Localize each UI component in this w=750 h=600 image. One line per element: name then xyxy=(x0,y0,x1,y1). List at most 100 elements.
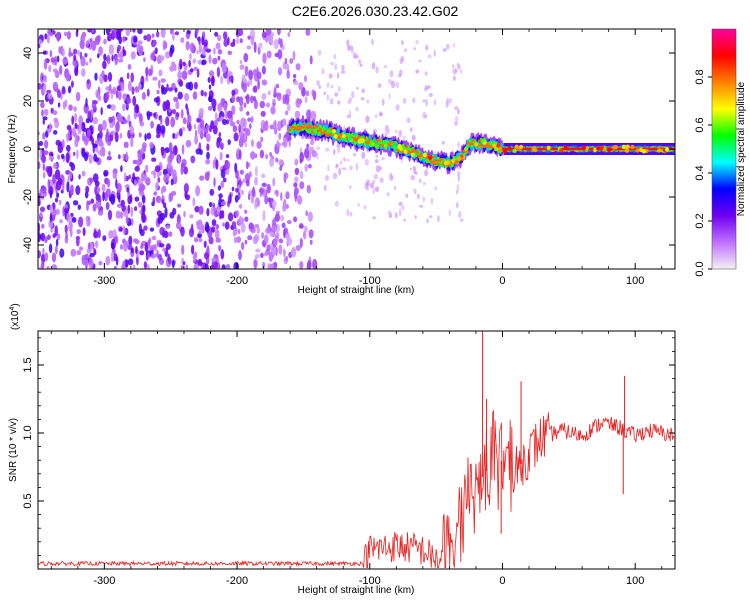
spectrogram-noise-blob xyxy=(79,246,83,251)
spectrogram-noise-blob xyxy=(113,265,117,269)
spectrogram-ridge-peak xyxy=(641,149,646,154)
spectrogram-noise-blob xyxy=(50,227,53,233)
spectrogram-noise-blob xyxy=(170,178,174,186)
spectrogram-noise-blob xyxy=(140,147,145,155)
spectrogram-noise-blob xyxy=(277,120,282,131)
spectrogram-ridge-cell xyxy=(318,124,322,130)
spectrogram-faint-blob xyxy=(454,106,459,111)
spectrogram-noise-blob xyxy=(73,106,77,112)
x-tick-label: -100 xyxy=(359,275,381,287)
spectrogram-noise-blob xyxy=(232,228,236,237)
spectrogram-faint-blob xyxy=(338,167,342,176)
spectrogram-noise-blob xyxy=(231,89,236,96)
spectrogram-noise-blob xyxy=(78,174,81,180)
spectrogram-noise-blob xyxy=(237,184,241,195)
spectrogram-noise-blob xyxy=(199,175,205,181)
spectrogram-faint-blob xyxy=(388,93,391,100)
spectrogram-noise-blob xyxy=(100,107,103,116)
x-tick-label: -300 xyxy=(93,575,115,587)
spectrogram-noise-blob xyxy=(121,205,126,212)
spectrogram-noise-blob xyxy=(174,31,180,36)
spectrogram-noise-blob xyxy=(130,51,136,60)
spectrogram-noise-blob xyxy=(49,204,54,214)
spectrogram-noise-blob xyxy=(256,227,261,234)
spectrogram-noise-blob xyxy=(61,86,66,95)
spectrogram-noise-blob xyxy=(176,154,181,159)
spectrogram-noise-blob xyxy=(134,104,140,114)
spectrogram-noise-blob xyxy=(197,233,202,239)
spectrogram-noise-blob xyxy=(151,235,157,241)
spectrogram-noise-blob xyxy=(247,193,251,201)
spectrogram-noise-blob xyxy=(171,169,177,178)
spectrogram-noise-blob xyxy=(156,134,161,139)
spectrogram-noise-blob xyxy=(112,86,117,95)
spectrogram-noise-blob xyxy=(189,68,194,73)
spectrogram-faint-blob xyxy=(371,179,376,184)
spectrogram-noise-blob xyxy=(93,249,97,256)
spectrogram-noise-blob xyxy=(213,177,216,188)
snr-panel: -300 -200 -100 0 100 0.5 1.0 1.5 Height of str… xyxy=(8,303,676,596)
spectrogram-noise-blob xyxy=(309,140,315,146)
spectrogram-noise-blob xyxy=(141,195,146,204)
spectrogram-noise-blob xyxy=(147,68,153,77)
spectrogram-noise-blob xyxy=(232,38,236,44)
spectrogram-noise-blob xyxy=(186,107,189,115)
spectrogram-noise-blob xyxy=(268,231,275,237)
spectrogram-noise-blob xyxy=(249,123,252,130)
spectrogram-noise-blob xyxy=(199,119,205,129)
spectrogram-faint-blob xyxy=(356,86,359,90)
spectrogram-noise-blob xyxy=(279,165,283,171)
spectrogram-noise-blob xyxy=(256,141,262,149)
spectrogram-noise-blob xyxy=(76,149,79,159)
spectrogram-noise-blob xyxy=(292,50,296,61)
spectrogram-noise-blob xyxy=(237,29,244,37)
spectrogram-faint-blob xyxy=(410,175,415,181)
spectrogram-x-ticks: -300 -200 -100 0 100 xyxy=(50,29,663,287)
spectrogram-noise-blob xyxy=(54,197,59,203)
spectrogram-noise-blob xyxy=(272,120,276,131)
spectrogram-faint-blob xyxy=(453,75,456,81)
spectrogram-noise-blob xyxy=(74,112,78,123)
spectrogram-ridge-peak xyxy=(457,156,462,161)
spectrogram-noise-blob xyxy=(90,198,95,204)
spectrogram-faint-blob xyxy=(390,80,396,89)
spectrogram-noise-blob xyxy=(116,182,122,193)
spectrogram-noise-blob xyxy=(262,261,266,269)
spectrogram-ridge-peak xyxy=(391,142,396,147)
spectrogram-noise-blob xyxy=(270,32,274,37)
spectrogram-noise-blob xyxy=(62,100,66,110)
spectrogram-noise-blob xyxy=(226,119,229,125)
spectrogram-faint-blob xyxy=(387,210,392,216)
spectrogram-faint-blob xyxy=(332,172,338,180)
spectrogram-faint-blob xyxy=(425,99,429,107)
spectrogram-noise-blob xyxy=(136,159,141,168)
snr-plot-area xyxy=(38,331,675,569)
spectrogram-faint-blob xyxy=(349,185,352,190)
spectrogram-noise-blob xyxy=(71,115,75,125)
spectrogram-noise-blob xyxy=(42,247,45,255)
spectrogram-noise-blob xyxy=(146,88,150,97)
spectrogram-noise-blob xyxy=(248,79,253,86)
spectrogram-noise-blob xyxy=(181,70,188,80)
spectrogram-noise-blob xyxy=(126,97,132,104)
spectrogram-noise-blob xyxy=(185,82,191,90)
spectrogram-ridge-peak xyxy=(428,155,432,160)
spectrogram-noise-blob xyxy=(165,224,170,230)
spectrogram-noise-blob xyxy=(120,165,123,173)
x-tick-label: -300 xyxy=(93,275,115,287)
snr-frame xyxy=(37,330,676,570)
spectrogram-noise-blob xyxy=(233,236,237,244)
spectrogram-ridge-cell xyxy=(363,136,367,140)
spectrogram-noise-blob xyxy=(119,132,123,139)
spectrogram-faint-blob xyxy=(334,200,339,207)
spectrogram-noise-blob xyxy=(38,161,41,170)
spectrogram-faint-blob xyxy=(359,63,363,67)
spectrogram-noise-blob xyxy=(255,166,258,177)
spectrogram-noise-blob xyxy=(289,58,294,64)
spectrogram-noise-blob xyxy=(111,54,114,62)
spectrogram-noise-blob xyxy=(192,197,196,207)
spectrogram-noise-blob xyxy=(42,119,45,125)
spectrogram-noise-blob xyxy=(196,224,201,230)
spectrogram-noise-blob xyxy=(127,204,131,214)
